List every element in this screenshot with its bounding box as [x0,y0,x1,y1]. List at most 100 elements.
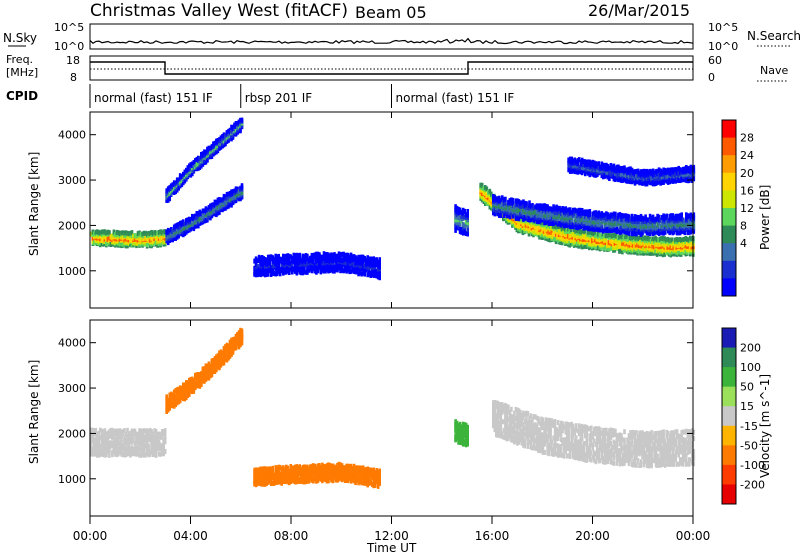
data-cell [597,161,601,167]
data-cell [157,451,161,457]
data-cell [618,174,622,180]
data-cell [457,206,460,212]
data-cell [645,223,649,229]
data-cell [636,229,640,235]
data-cell [683,166,687,172]
data-cell [200,220,203,225]
data-cell [100,451,104,457]
data-cell [519,206,522,212]
data-cell [97,430,101,436]
data-cell [200,375,203,381]
data-cell [603,227,607,233]
data-cell [97,436,101,442]
data-cell [304,259,308,265]
data-cell [561,206,564,211]
data-cell [593,214,596,220]
data-cell [507,209,510,215]
data-cell [684,248,688,254]
data-cell [516,204,519,210]
data-cell [316,254,320,260]
data-cell [96,449,99,455]
data-cell [519,200,522,206]
data-cell [182,396,185,402]
power-ylabel: Slant Range [km] [27,152,41,256]
data-cell [123,452,126,458]
data-cell [571,222,575,228]
data-cell [168,396,171,402]
data-cell [145,433,149,439]
data-cell [536,228,540,234]
data-cell [633,230,637,236]
data-cell [577,210,581,216]
data-cell [463,208,466,214]
data-cell [592,231,596,237]
data-cell [546,204,549,210]
data-cell [565,215,569,221]
data-cell [136,449,140,455]
data-cell [135,431,138,437]
data-cell [148,243,152,249]
data-cell [524,222,528,228]
data-cell [650,219,653,225]
data-cell [269,267,273,273]
data-cell [678,237,681,242]
data-cell [605,162,608,168]
data-cell [460,226,463,232]
data-cell [147,452,150,458]
data-cell [556,210,560,216]
data-cell [144,428,147,434]
data-cell [564,211,567,217]
data-cell [90,231,93,237]
data-cell [96,431,99,437]
data-cell [485,193,489,199]
data-cell [361,264,365,270]
data-cell [617,173,620,179]
data-cell [272,263,276,269]
data-cell [186,165,190,171]
data-cell [162,446,165,452]
data-cell [618,212,622,218]
data-cell [151,431,155,437]
data-cell [669,228,673,234]
data-cell [514,202,518,208]
data-cell [310,252,314,258]
data-cell [665,174,668,180]
data-cell [573,218,576,224]
data-cell [464,215,468,220]
data-cell [689,215,693,221]
freq-tick-low: 8 [70,71,77,84]
data-cell [544,206,548,212]
data-cell [340,251,344,257]
data-cell [654,235,657,241]
data-cell [373,270,377,276]
data-cell [127,431,131,437]
data-cell [624,247,627,253]
data-cell [618,243,621,249]
data-cell [540,213,543,219]
data-cell [479,182,482,188]
data-cell [360,263,363,269]
data-cell [197,214,200,220]
data-cell [615,164,619,170]
data-cell [464,212,468,218]
data-cell [595,236,599,242]
data-cell [378,257,381,263]
data-cell [558,205,561,211]
data-cell [630,172,634,177]
data-cell [282,270,285,276]
data-cell [582,209,585,215]
data-cell [552,219,555,224]
data-cell [227,128,230,134]
data-cell [109,443,113,449]
data-cell [579,207,582,213]
data-cell [638,228,641,234]
data-cell [123,230,126,236]
data-cell [589,239,593,245]
data-cell [148,449,152,455]
data-cell [656,216,659,222]
data-cell [282,256,285,262]
data-cell [684,251,688,257]
data-cell [269,272,273,277]
data-cell [237,119,241,125]
data-cell [645,247,648,253]
